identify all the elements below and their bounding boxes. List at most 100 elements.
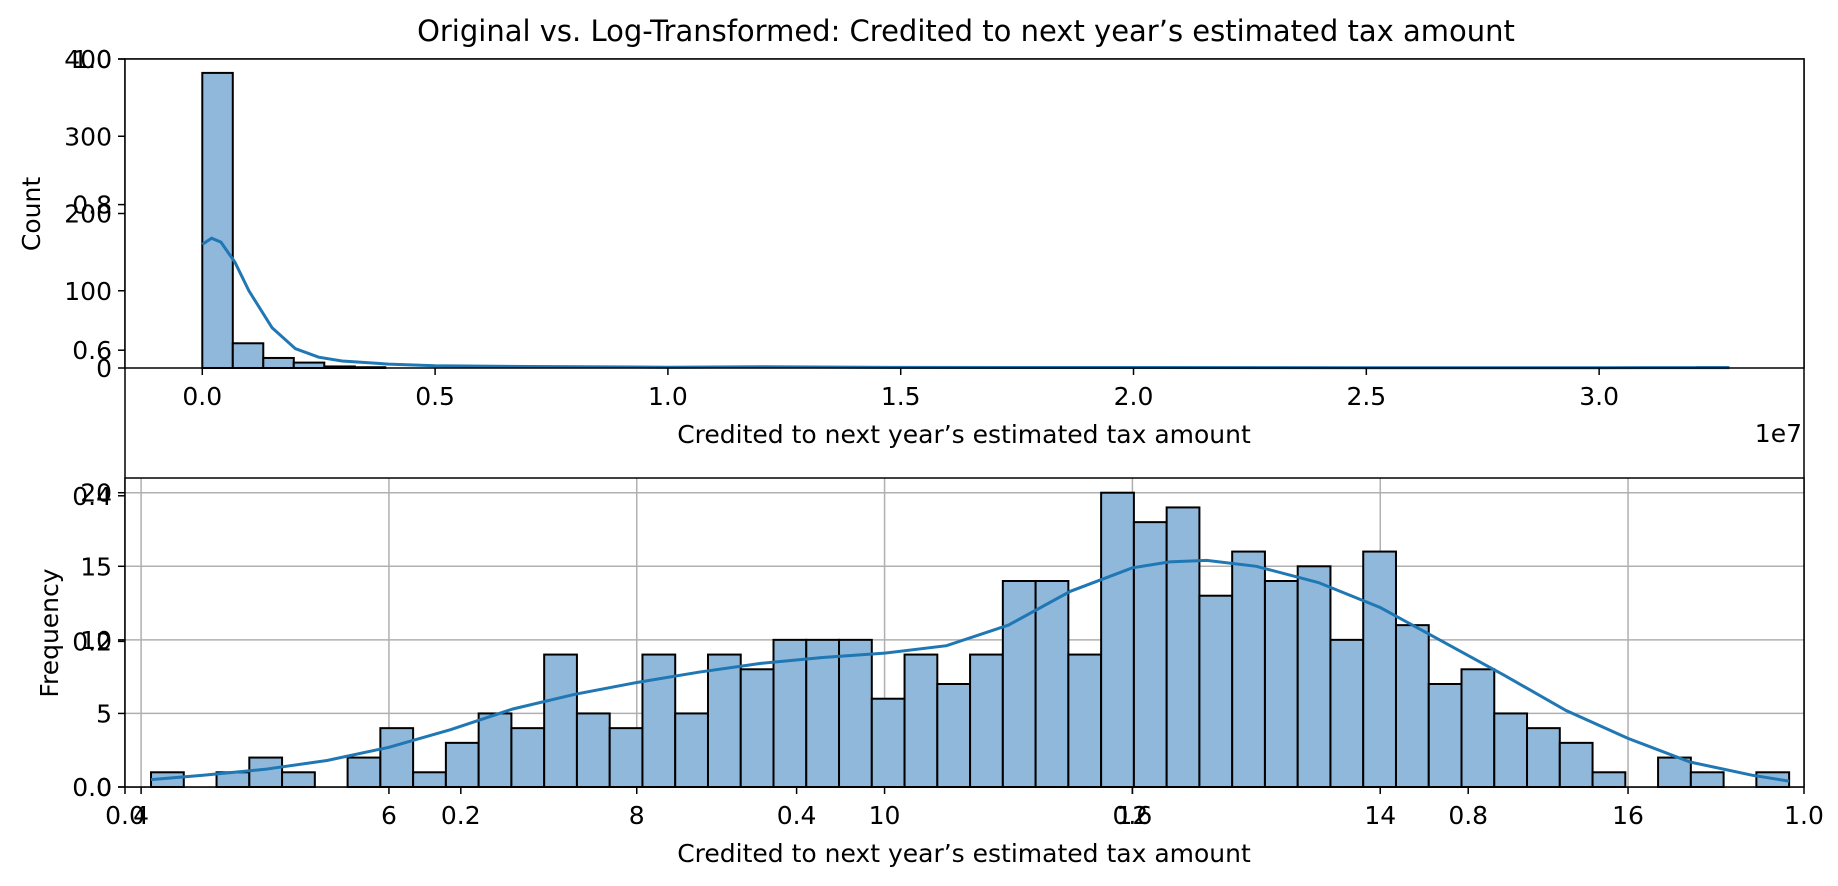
histogram-bar: [1165, 506, 1201, 788]
bottom-panel-frame: [124, 477, 1805, 788]
histogram-bar: [412, 771, 447, 788]
top-histogram-bars: [201, 71, 1729, 370]
y-tick-label: 400: [64, 45, 112, 74]
top-panel-background: [125, 59, 1804, 368]
x-tick-label: 0.0: [182, 382, 222, 411]
x-tick-label: 1.0: [648, 382, 688, 411]
x-tick-label: 3.0: [1579, 382, 1619, 411]
y-tick-label: 15: [80, 552, 112, 581]
histogram-bar: [444, 741, 480, 788]
y-tick-label: 0: [96, 354, 112, 383]
y-tick-label: 10: [80, 626, 112, 655]
bottom-y-axis-label: Frequency: [35, 568, 64, 697]
histogram-bar: [1001, 580, 1037, 788]
top-y-ticks: 0 100 200 300 400: [64, 45, 125, 383]
overlay-x-tick-label: 0.4: [777, 801, 817, 830]
histogram-bar: [1362, 550, 1397, 788]
overlay-y-tick-label: 1.0: [72, 45, 112, 74]
x-tick-label: 16: [1612, 801, 1644, 830]
overlay-y-tick-label: 0.8: [72, 191, 112, 220]
x-tick-label: 2.5: [1346, 382, 1386, 411]
top-x-offset-label: 1e7: [1755, 419, 1802, 448]
histogram-bar: [1231, 550, 1266, 788]
histogram-bar: [510, 727, 546, 789]
histogram-bar: [706, 653, 742, 788]
y-tick-label: 300: [64, 122, 112, 151]
histogram-bar: [575, 712, 611, 789]
y-tick-label: 0: [96, 773, 112, 802]
top-x-axis-label: Credited to next year’s estimated tax am…: [677, 420, 1251, 449]
bottom-y-ticks: 0 5 10 15 20: [80, 479, 125, 802]
histogram-bar: [1657, 756, 1692, 788]
overlay-y-ticks: 0.0 0.2 0.4 0.6 0.8 1.0: [72, 45, 125, 802]
figure-title: Original vs. Log-Transformed: Credited t…: [417, 14, 1515, 48]
histogram-bar: [1460, 668, 1496, 788]
x-tick-label: 8: [629, 801, 645, 830]
bottom-x-axis-label: Credited to next year’s estimated tax am…: [677, 839, 1251, 868]
histogram-bar: [1689, 771, 1725, 788]
histogram-bar: [201, 71, 234, 369]
histogram-bar: [969, 653, 1004, 788]
histogram-bar: [805, 638, 841, 788]
histogram-bar: [674, 712, 709, 789]
histogram-bar: [641, 653, 677, 788]
overlay-x-tick-label: 0.0: [105, 801, 145, 830]
overlay-x-tick-label: 0.8: [1448, 801, 1488, 830]
histogram-bar: [1526, 727, 1561, 789]
histogram-bar: [1198, 594, 1234, 789]
histogram-bar: [739, 668, 775, 788]
histogram-bar: [379, 727, 415, 789]
y-tick-label: 20: [80, 479, 112, 508]
histogram-bar: [1329, 638, 1365, 788]
histogram-bar: [608, 727, 644, 789]
histogram-bar: [1394, 624, 1430, 789]
overlay-x-ticks: 0.0 0.2 0.4 0.6 0.8 1.0: [105, 787, 1824, 830]
histogram-bar: [903, 653, 939, 788]
overlay-x-tick-label: 1.0: [1784, 801, 1824, 830]
bottom-x-ticks: 4 6 8 10 12 14 16: [133, 787, 1644, 830]
y-tick-label: 100: [64, 277, 112, 306]
overlay-y-tick-label: 0.6: [72, 336, 112, 365]
x-tick-label: 10: [869, 801, 901, 830]
histogram-bar: [1034, 580, 1070, 788]
histogram-bar: [248, 756, 284, 788]
histogram-bar: [870, 697, 906, 789]
overlay-y-tick-label: 0.4: [72, 482, 112, 511]
x-tick-label: 14: [1364, 801, 1396, 830]
histogram-bar: [1427, 683, 1463, 788]
histogram-bar: [281, 771, 316, 788]
histogram-bar: [936, 683, 972, 788]
top-y-axis-label: Count: [17, 177, 46, 251]
histogram-bar: [543, 653, 578, 788]
top-histogram-panel: 0.0 0.5 1.0 1.5 2.0 2.5 3.0 0 100 200 300 400 Cred…: [17, 45, 1805, 449]
histogram-bar: [231, 342, 265, 369]
y-tick-label: 200: [64, 200, 112, 229]
histogram-bar: [292, 361, 326, 369]
histogram-bar: [838, 638, 873, 788]
overlay-y-tick-label: 0.2: [72, 627, 112, 656]
overlay-y-tick-label: 0.0: [72, 773, 112, 802]
histogram-bar: [1263, 580, 1299, 788]
histogram-bar: [477, 712, 513, 789]
y-tick-label: 5: [96, 699, 112, 728]
histogram-bar: [262, 356, 295, 369]
histogram-bar: [1558, 741, 1594, 788]
overlay-x-tick-label: 0.2: [441, 801, 481, 830]
histogram-bar: [1100, 491, 1135, 788]
bottom-histogram-panel: 4 6 8 10 12 14 16 0 5 10 15 20 Credited to next ye…: [35, 477, 1805, 868]
x-tick-label: 12: [1116, 801, 1148, 830]
overlay-x-tick-label: 0.6: [1113, 801, 1153, 830]
top-x-ticks: 0.0 0.5 1.0 1.5 2.0 2.5 3.0: [182, 368, 1619, 411]
x-tick-label: 2.0: [1114, 382, 1154, 411]
histogram-bar: [1296, 565, 1332, 788]
histogram-bar: [1591, 771, 1627, 788]
histogram-bar: [1493, 712, 1529, 789]
bottom-kde-line: [150, 558, 1790, 783]
histogram-bar: [346, 756, 382, 788]
histogram-bar: [1067, 653, 1103, 788]
x-tick-label: 0.5: [415, 382, 455, 411]
x-tick-label: 6: [381, 801, 397, 830]
x-tick-label: 4: [133, 801, 149, 830]
x-tick-label: 1.5: [881, 382, 921, 411]
